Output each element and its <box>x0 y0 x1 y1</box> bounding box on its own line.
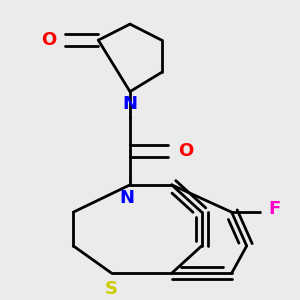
Text: N: N <box>119 189 134 207</box>
Text: N: N <box>122 95 137 113</box>
Text: S: S <box>105 280 118 298</box>
Text: O: O <box>41 31 57 49</box>
Text: F: F <box>269 200 281 218</box>
Text: O: O <box>178 142 193 160</box>
